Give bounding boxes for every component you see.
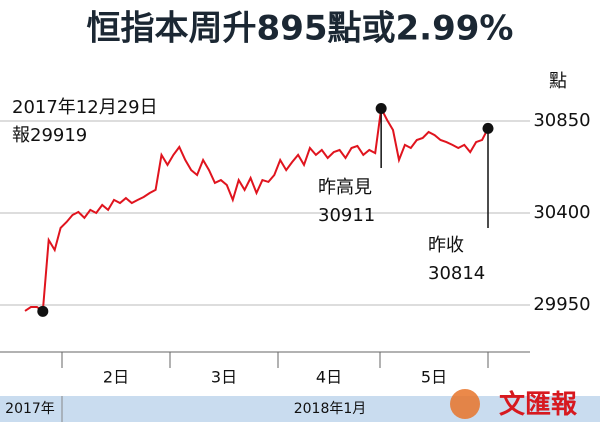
annotation-marker — [375, 103, 387, 115]
y-tick-label: 30850 — [533, 110, 590, 131]
period-label: 2018年1月 — [294, 401, 367, 417]
period-band — [0, 396, 600, 422]
annotation-text: 昨收 — [428, 235, 464, 256]
annotation-text: 昨高見 — [318, 177, 372, 198]
chart-title: 恒指本周升895點或2.99% — [87, 9, 514, 49]
logo-icon — [450, 389, 480, 419]
x-tick-label: 5日 — [421, 368, 447, 387]
y-tick-label: 30400 — [533, 202, 590, 223]
x-tick-label: 2日 — [103, 368, 129, 387]
y-tick-label: 29950 — [533, 294, 590, 315]
annotation-marker — [37, 305, 49, 317]
annotation-text: 30814 — [428, 263, 485, 284]
y-unit: 點 — [549, 71, 567, 92]
logo: 文匯報 — [499, 389, 578, 420]
line-series — [24, 105, 489, 314]
x-tick-label: 3日 — [211, 368, 237, 387]
x-tick-label: 4日 — [316, 368, 342, 387]
annotation-marker — [482, 122, 494, 134]
period-label: 2017年 — [5, 401, 55, 417]
annotation-text: 2017年12月29日 — [12, 97, 158, 118]
annotation-text: 30911 — [318, 205, 375, 226]
annotation-text: 報29919 — [12, 125, 87, 146]
